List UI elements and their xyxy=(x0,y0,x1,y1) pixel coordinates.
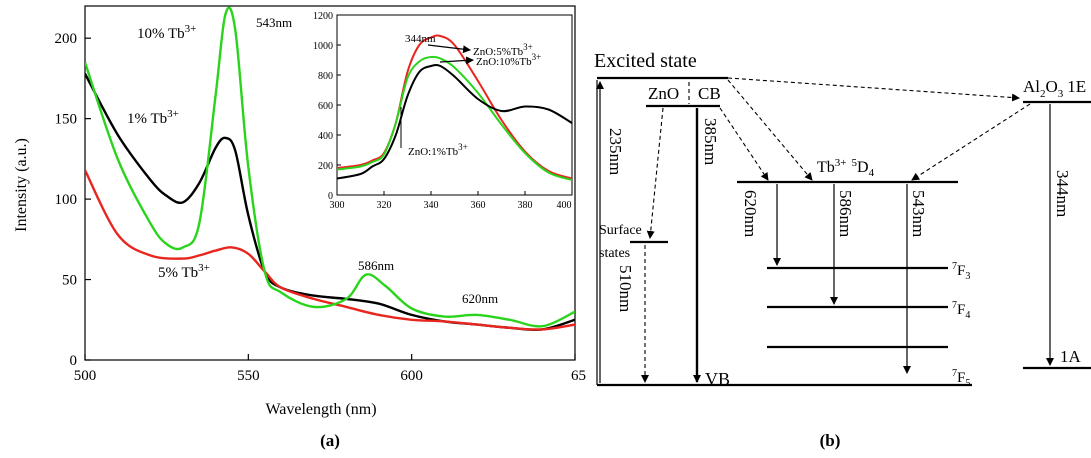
label-586nm: 586nm xyxy=(836,190,855,237)
label-peak-543nm: 543nm xyxy=(256,15,292,30)
series-line-5pct xyxy=(85,169,575,331)
inset-series-line-10pct xyxy=(337,55,572,181)
inset-arrow-10pct xyxy=(439,56,474,65)
inset-x-tick-label: 340 xyxy=(424,200,439,211)
cb-to-surface-relax xyxy=(646,107,664,239)
tb-7f4-label: 7F4 xyxy=(952,300,970,321)
al2o3-1e-label: Al2O3 1E xyxy=(1023,77,1086,100)
inset-series-line-1pct xyxy=(337,63,572,180)
y-tick-label: 100 xyxy=(55,192,78,208)
tb-7f3-label: 7F3 xyxy=(952,261,970,282)
panel-b: Excited state VB 235nm ZnO CB 385nm Surf… xyxy=(594,50,1091,450)
excited-state-label: Excited state xyxy=(594,50,697,72)
y-tick-label: 150 xyxy=(55,112,78,128)
series-line-10pct xyxy=(85,6,575,328)
label-peak-586nm: 586nm xyxy=(358,258,394,273)
label-510nm: 510nm xyxy=(616,265,635,312)
inset-label-5pct: ZnO:5%Tb3+ xyxy=(473,42,533,58)
label-1pct-tb: 1% Tb3+ xyxy=(127,108,179,127)
x-axis-title: Wavelength (nm) xyxy=(265,401,376,418)
x-tick-label: 550 xyxy=(237,368,260,384)
al2o3-1a-label: 1A xyxy=(1060,347,1082,366)
label-10pct-tb: 10% Tb3+ xyxy=(137,23,196,42)
label-5pct-tb: 5% Tb3+ xyxy=(158,262,210,281)
excited-to-al2o3-transfer xyxy=(727,77,1020,102)
zno-label: ZnO xyxy=(648,84,679,103)
inset-x-tick-label: 360 xyxy=(471,200,486,211)
x-tick-label: 600 xyxy=(400,368,423,384)
vb-label: VB xyxy=(705,369,730,389)
inset-arrow-5pct xyxy=(427,44,471,54)
inset-y-tick-label: 600 xyxy=(318,101,333,112)
label-385nm: 385nm xyxy=(701,118,720,165)
inset-x-tick-label: 380 xyxy=(518,200,533,211)
inset-y-tick-label: 1200 xyxy=(313,11,333,22)
main-series-group xyxy=(85,6,575,332)
inset-y-tick-label: 200 xyxy=(318,161,333,172)
label-peak-620nm: 620nm xyxy=(462,291,498,306)
inset-series-line-5pct xyxy=(337,34,572,180)
excited-to-tb-transfer xyxy=(727,79,813,181)
inset-frame xyxy=(336,14,573,196)
inset-y-tick-label: 1000 xyxy=(313,41,333,52)
label-620nm: 620nm xyxy=(741,190,760,237)
x-tick-label: 65 xyxy=(571,368,586,384)
inset-y-tick-label: 0 xyxy=(328,191,333,202)
inset-series-group xyxy=(337,34,572,181)
label-235nm: 235nm xyxy=(606,128,625,175)
inset-y-tick-label: 800 xyxy=(318,71,333,82)
tb-5d4-label: Tb3+ 5D4 xyxy=(817,157,875,179)
surface-states-label-2: states xyxy=(599,246,630,261)
cb-to-tb-transfer xyxy=(719,107,769,181)
label-543nm: 543nm xyxy=(909,190,928,237)
inset-label-10pct: ZnO:10%Tb3+ xyxy=(476,52,541,68)
cb-label: CB xyxy=(698,84,721,103)
surface-states-label-1: Surface xyxy=(599,223,642,238)
inset-label-1pct: ZnO:1%Tb3+ xyxy=(408,142,468,158)
inset-x-tick-label: 320 xyxy=(377,200,392,211)
y-tick-label: 0 xyxy=(70,353,78,369)
inset-y-tick-label: 400 xyxy=(318,131,333,142)
y-axis-title: Intensity (a.u.) xyxy=(13,138,30,232)
inset-label-344nm: 344nm xyxy=(405,33,436,45)
panel-a-label: (a) xyxy=(320,431,340,450)
tb-7f5-label: 7F5 xyxy=(952,368,970,389)
inset-x-tick-label: 400 xyxy=(557,200,572,211)
y-tick-label: 200 xyxy=(55,31,78,47)
al2o3-to-tb-transfer xyxy=(911,103,1031,181)
inset-x-tick-label: 300 xyxy=(330,200,345,211)
panel-b-label: (b) xyxy=(820,431,841,450)
x-tick-label: 500 xyxy=(74,368,97,384)
inset-chart: 300 320 340 360 380 400020040060080010001200 … xyxy=(313,11,573,211)
inset-axis-ticks: 300 320 340 360 380 400 0 200 400 600 800 1000 1200 xyxy=(313,11,573,211)
label-344nm: 344nm xyxy=(1053,170,1072,217)
y-tick-label: 50 xyxy=(62,273,77,289)
